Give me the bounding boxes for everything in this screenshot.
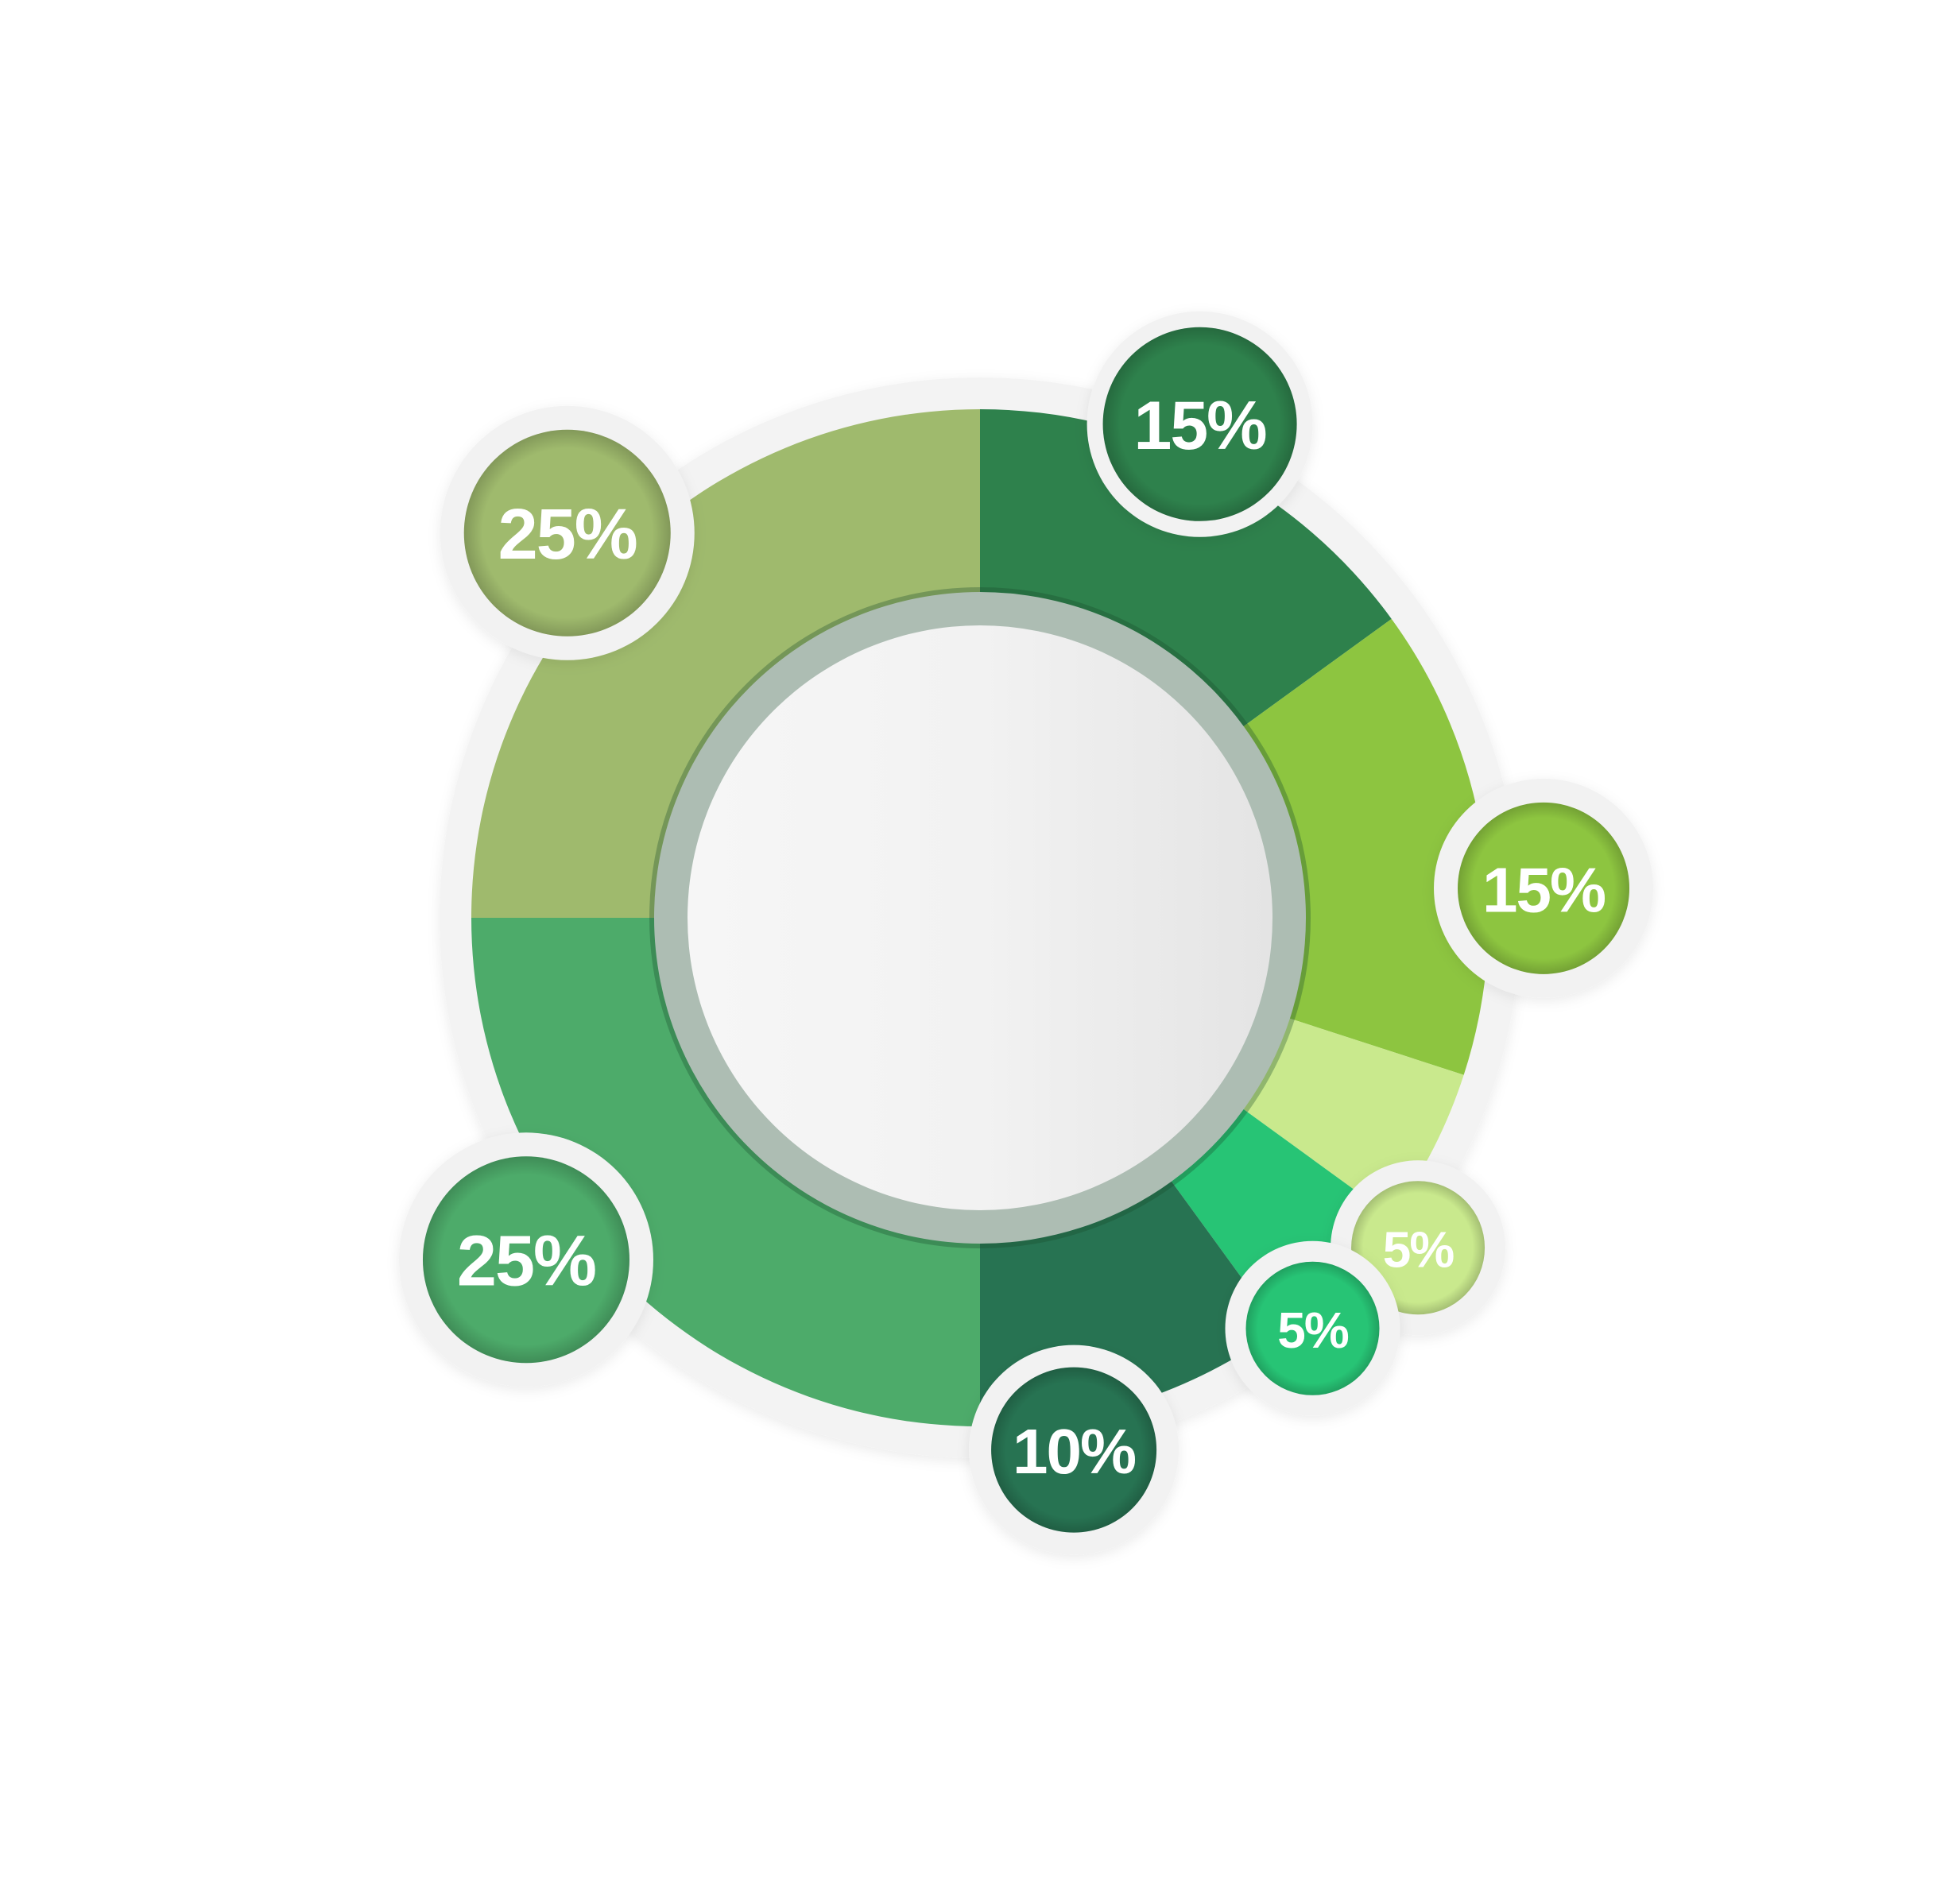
badge-label-1: 15% xyxy=(1134,388,1267,464)
badge-label-7: 25% xyxy=(498,495,637,575)
center-hub xyxy=(688,625,1272,1210)
donut-segment-2 xyxy=(1243,618,1489,1075)
badge-shade-4 xyxy=(1245,1261,1380,1395)
badge-label-5: 10% xyxy=(1013,1416,1136,1487)
donut-segment-1 xyxy=(980,409,1392,727)
center-hub-circle xyxy=(688,625,1272,1210)
inner-shadow-band xyxy=(649,587,1311,1248)
value-badge-5: 10% xyxy=(969,1345,1179,1555)
badge-label-3: 5% xyxy=(1383,1221,1455,1278)
value-badge-1: 15% xyxy=(1087,311,1313,537)
badge-shade-6 xyxy=(422,1156,629,1364)
donut-segment-7 xyxy=(471,409,980,918)
badge-shade-7 xyxy=(463,429,671,637)
value-badge-7: 25% xyxy=(440,405,695,660)
badge-shade-1 xyxy=(1102,327,1297,521)
badge-shade-5 xyxy=(991,1367,1157,1533)
badge-label-4: 5% xyxy=(1277,1302,1349,1359)
donut-segment-6 xyxy=(471,918,980,1426)
value-badge-4: 5% xyxy=(1225,1240,1400,1416)
value-badge-2: 15% xyxy=(1434,778,1654,998)
badge-label-6: 25% xyxy=(457,1221,595,1301)
badge-shade-2 xyxy=(1458,802,1630,974)
inner-shadow-ring xyxy=(649,587,1311,1248)
value-badges: 15% 15% 5% 5% 10% 25% 25% xyxy=(398,311,1654,1555)
value-badge-6: 25% xyxy=(398,1132,653,1387)
badge-label-2: 15% xyxy=(1482,854,1606,925)
